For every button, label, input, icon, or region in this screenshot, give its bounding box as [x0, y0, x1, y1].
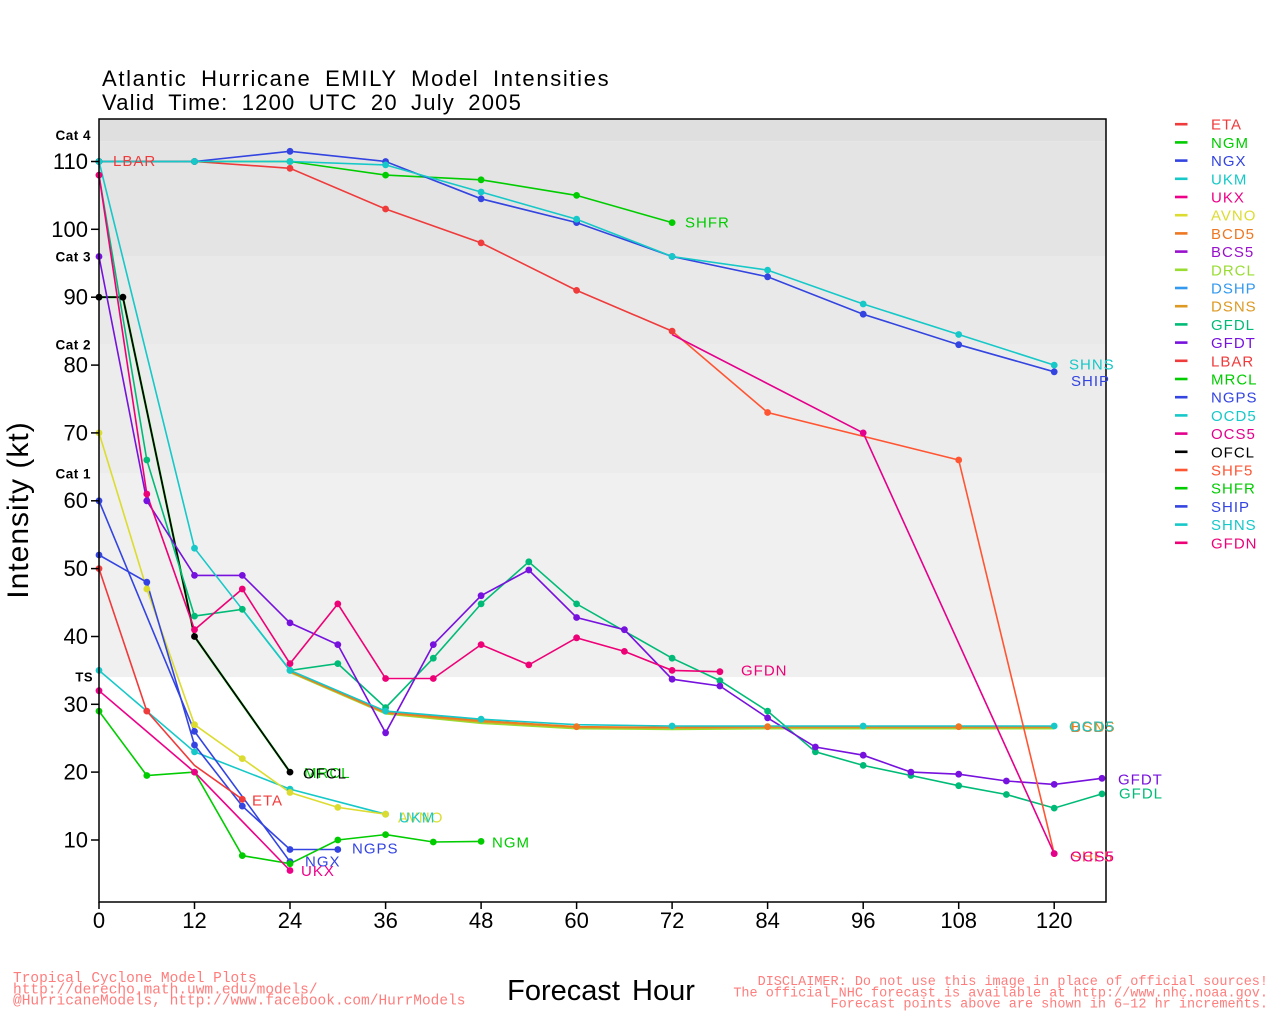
- svg-text:NGPS: NGPS: [1211, 390, 1258, 407]
- svg-text:UKM: UKM: [399, 810, 435, 827]
- svg-text:0: 0: [93, 908, 105, 933]
- svg-text:TS: TS: [75, 670, 93, 685]
- svg-text:Atlantic Hurricane EMILY Model: Atlantic Hurricane EMILY Model Intensiti…: [102, 66, 610, 91]
- svg-text:SHIP: SHIP: [1071, 373, 1110, 390]
- svg-text:@HurricaneModels, http://www.f: @HurricaneModels, http://www.facebook.co…: [13, 994, 465, 1010]
- svg-text:50: 50: [64, 556, 88, 581]
- svg-text:12: 12: [182, 908, 206, 933]
- svg-text:24: 24: [278, 908, 302, 933]
- svg-text:100: 100: [51, 217, 88, 242]
- svg-text:Valid Time: 1200 UTC 20 July 2: Valid Time: 1200 UTC 20 July 2005: [102, 90, 522, 115]
- svg-text:72: 72: [660, 908, 684, 933]
- svg-text:SHF5: SHF5: [1071, 849, 1113, 866]
- svg-text:DSNS: DSNS: [1211, 299, 1257, 316]
- svg-text:40: 40: [64, 624, 88, 649]
- svg-text:UKX: UKX: [1211, 190, 1245, 207]
- svg-text:Forecast points above are show: Forecast points above are shown in 6–12 …: [831, 998, 1268, 1013]
- svg-text:LBAR: LBAR: [1211, 353, 1254, 370]
- svg-text:SHFR: SHFR: [1211, 481, 1256, 498]
- svg-text:OCD5: OCD5: [1069, 719, 1115, 736]
- svg-text:ETA: ETA: [1211, 117, 1242, 134]
- svg-text:70: 70: [64, 420, 88, 445]
- svg-text:36: 36: [373, 908, 397, 933]
- svg-text:60: 60: [564, 908, 588, 933]
- svg-text:GFDL: GFDL: [1211, 317, 1255, 334]
- svg-text:Cat 4: Cat 4: [55, 128, 91, 143]
- svg-text:OCS5: OCS5: [1070, 849, 1115, 866]
- svg-text:108: 108: [940, 908, 977, 933]
- svg-text:DISCLAIMER: Do not use this im: DISCLAIMER: Do not use this image in pla…: [758, 975, 1268, 990]
- svg-text:DSHP: DSHP: [1211, 281, 1257, 298]
- svg-text:90: 90: [64, 285, 88, 310]
- svg-text:SHNS: SHNS: [1211, 517, 1257, 534]
- svg-text:84: 84: [755, 908, 779, 933]
- svg-text:60: 60: [64, 488, 88, 513]
- svg-text:The official NHC forecast is a: The official NHC forecast is available a…: [733, 986, 1268, 1001]
- svg-text:GFDT: GFDT: [1118, 772, 1163, 789]
- svg-text:SHIP: SHIP: [1211, 499, 1250, 516]
- svg-text:SHFR: SHFR: [685, 215, 730, 232]
- svg-text:DSNS: DSNS: [1070, 719, 1116, 736]
- svg-text:GFDN: GFDN: [741, 663, 788, 680]
- svg-text:NGPS: NGPS: [352, 841, 399, 858]
- svg-text:SHF5: SHF5: [1211, 463, 1253, 480]
- svg-text:MRCL: MRCL: [1211, 372, 1258, 389]
- svg-text:96: 96: [851, 908, 875, 933]
- svg-text:LBAR: LBAR: [113, 153, 156, 170]
- svg-text:http://derecho.math.uwm.edu/mo: http://derecho.math.uwm.edu/models/: [13, 982, 318, 998]
- svg-text:BCS5: BCS5: [1211, 244, 1254, 261]
- svg-text:MRCL: MRCL: [304, 765, 351, 782]
- svg-text:110: 110: [53, 149, 88, 174]
- svg-text:Cat 3: Cat 3: [55, 250, 91, 265]
- svg-text:10: 10: [64, 828, 88, 853]
- svg-text:AVNO: AVNO: [1211, 208, 1256, 225]
- svg-text:GFDN: GFDN: [1211, 535, 1258, 552]
- svg-text:OCD5: OCD5: [1211, 408, 1257, 425]
- svg-text:GFDT: GFDT: [1211, 335, 1256, 352]
- svg-text:48: 48: [469, 908, 493, 933]
- svg-text:OFCL: OFCL: [1211, 444, 1255, 461]
- svg-text:OFCL: OFCL: [303, 766, 347, 783]
- svg-text:NGX: NGX: [1211, 153, 1247, 170]
- svg-text:BCD5: BCD5: [1211, 226, 1255, 243]
- svg-text:GFDL: GFDL: [1119, 786, 1163, 803]
- svg-text:Forecast Hour: Forecast Hour: [507, 975, 695, 1007]
- svg-text:SHNS: SHNS: [1069, 357, 1115, 374]
- svg-text:DRCL: DRCL: [1211, 262, 1256, 279]
- svg-text:OCS5: OCS5: [1211, 426, 1256, 443]
- svg-text:30: 30: [64, 692, 88, 717]
- svg-text:NGX: NGX: [305, 854, 341, 871]
- svg-text:BCD5: BCD5: [1071, 719, 1115, 736]
- svg-text:120: 120: [1036, 908, 1073, 933]
- svg-text:Cat 2: Cat 2: [55, 338, 91, 353]
- svg-text:Intensity (kt): Intensity (kt): [2, 421, 35, 598]
- svg-text:Cat 1: Cat 1: [55, 467, 91, 482]
- svg-text:NGM: NGM: [1211, 135, 1249, 152]
- svg-text:80: 80: [64, 353, 88, 378]
- svg-text:AVNO: AVNO: [398, 810, 443, 827]
- svg-text:Tropical Cyclone Model Plots: Tropical Cyclone Model Plots: [13, 971, 257, 987]
- svg-text:UKX: UKX: [301, 863, 335, 880]
- svg-text:UKM: UKM: [1211, 171, 1247, 188]
- svg-text:20: 20: [64, 760, 88, 785]
- svg-text:NGM: NGM: [492, 835, 530, 852]
- svg-text:ETA: ETA: [252, 793, 283, 810]
